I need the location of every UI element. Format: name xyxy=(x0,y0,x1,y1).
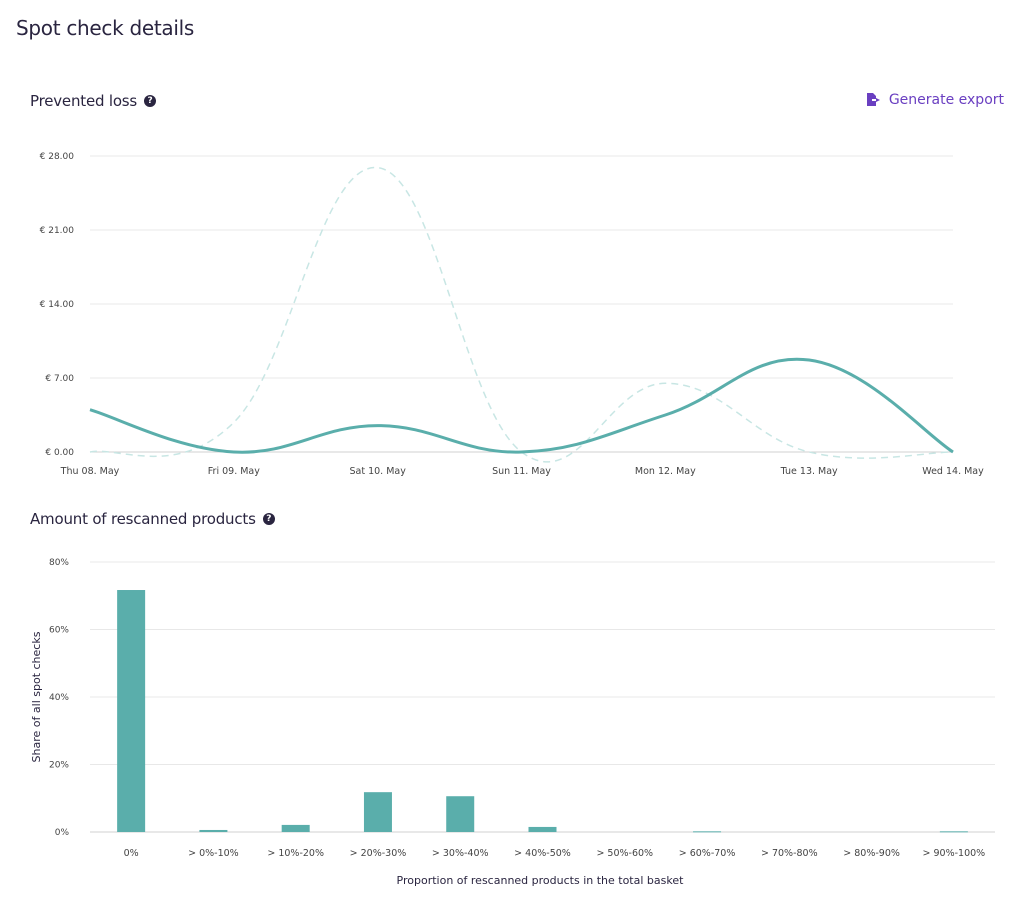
x-tick-label: > 70%-80% xyxy=(761,848,818,859)
y-tick-label: 80% xyxy=(49,558,69,568)
question-circle-icon[interactable]: ? xyxy=(262,513,275,525)
x-tick-label: > 90%-100% xyxy=(923,848,986,859)
rescanned-title: Amount of rescanned products ? xyxy=(30,510,275,528)
x-tick-label: Tue 13. May xyxy=(780,466,838,477)
y-tick-label: € 21.00 xyxy=(40,226,75,236)
y-tick-label: 40% xyxy=(49,693,69,703)
bar xyxy=(939,831,968,833)
x-tick-label: > 80%-90% xyxy=(843,848,900,859)
bar xyxy=(693,831,722,833)
file-export-icon xyxy=(866,93,880,106)
x-tick-label: Thu 08. May xyxy=(60,466,120,477)
y-axis-title: Share of all spot checks xyxy=(30,631,43,762)
y-tick-label: € 0.00 xyxy=(45,448,74,458)
y-tick-label: 20% xyxy=(49,761,69,771)
bar xyxy=(117,590,146,832)
bar xyxy=(446,796,475,832)
x-tick-label: > 20%-30% xyxy=(350,848,407,859)
x-tick-label: Fri 09. May xyxy=(208,466,260,477)
series-line-solid xyxy=(89,357,954,454)
x-tick-label: > 30%-40% xyxy=(432,848,489,859)
page-title: Spot check details xyxy=(16,16,194,40)
series-line-dashed xyxy=(89,166,954,463)
x-tick-label: > 50%-60% xyxy=(596,848,653,859)
y-tick-label: 60% xyxy=(49,626,69,636)
x-tick-label: > 40%-50% xyxy=(514,848,571,859)
x-tick-label: Sun 11. May xyxy=(492,466,551,477)
prevented-loss-title: Prevented loss ? xyxy=(30,92,157,110)
y-tick-label: € 14.00 xyxy=(40,300,75,310)
generate-export-button[interactable]: Generate export xyxy=(866,92,1004,108)
bar xyxy=(528,826,557,832)
rescanned-title-text: Amount of rescanned products xyxy=(30,510,256,528)
bar xyxy=(363,792,392,832)
bar xyxy=(281,824,310,832)
x-tick-label: Wed 14. May xyxy=(922,466,984,477)
x-tick-label: > 10%-20% xyxy=(267,848,324,859)
y-tick-label: 0% xyxy=(55,828,70,838)
x-axis-title: Proportion of rescanned products in the … xyxy=(397,874,685,887)
x-tick-label: > 60%-70% xyxy=(679,848,736,859)
x-tick-label: Mon 12. May xyxy=(635,466,696,477)
generate-export-label: Generate export xyxy=(888,92,1004,108)
x-tick-label: > 0%-10% xyxy=(188,848,239,859)
x-tick-label: Sat 10. May xyxy=(349,466,406,477)
bar xyxy=(199,829,228,832)
y-tick-label: € 28.00 xyxy=(40,152,75,162)
prevented-loss-title-text: Prevented loss xyxy=(30,92,138,110)
y-tick-label: € 7.00 xyxy=(45,374,74,384)
x-tick-label: 0% xyxy=(124,848,139,859)
question-circle-icon[interactable]: ? xyxy=(144,95,157,107)
